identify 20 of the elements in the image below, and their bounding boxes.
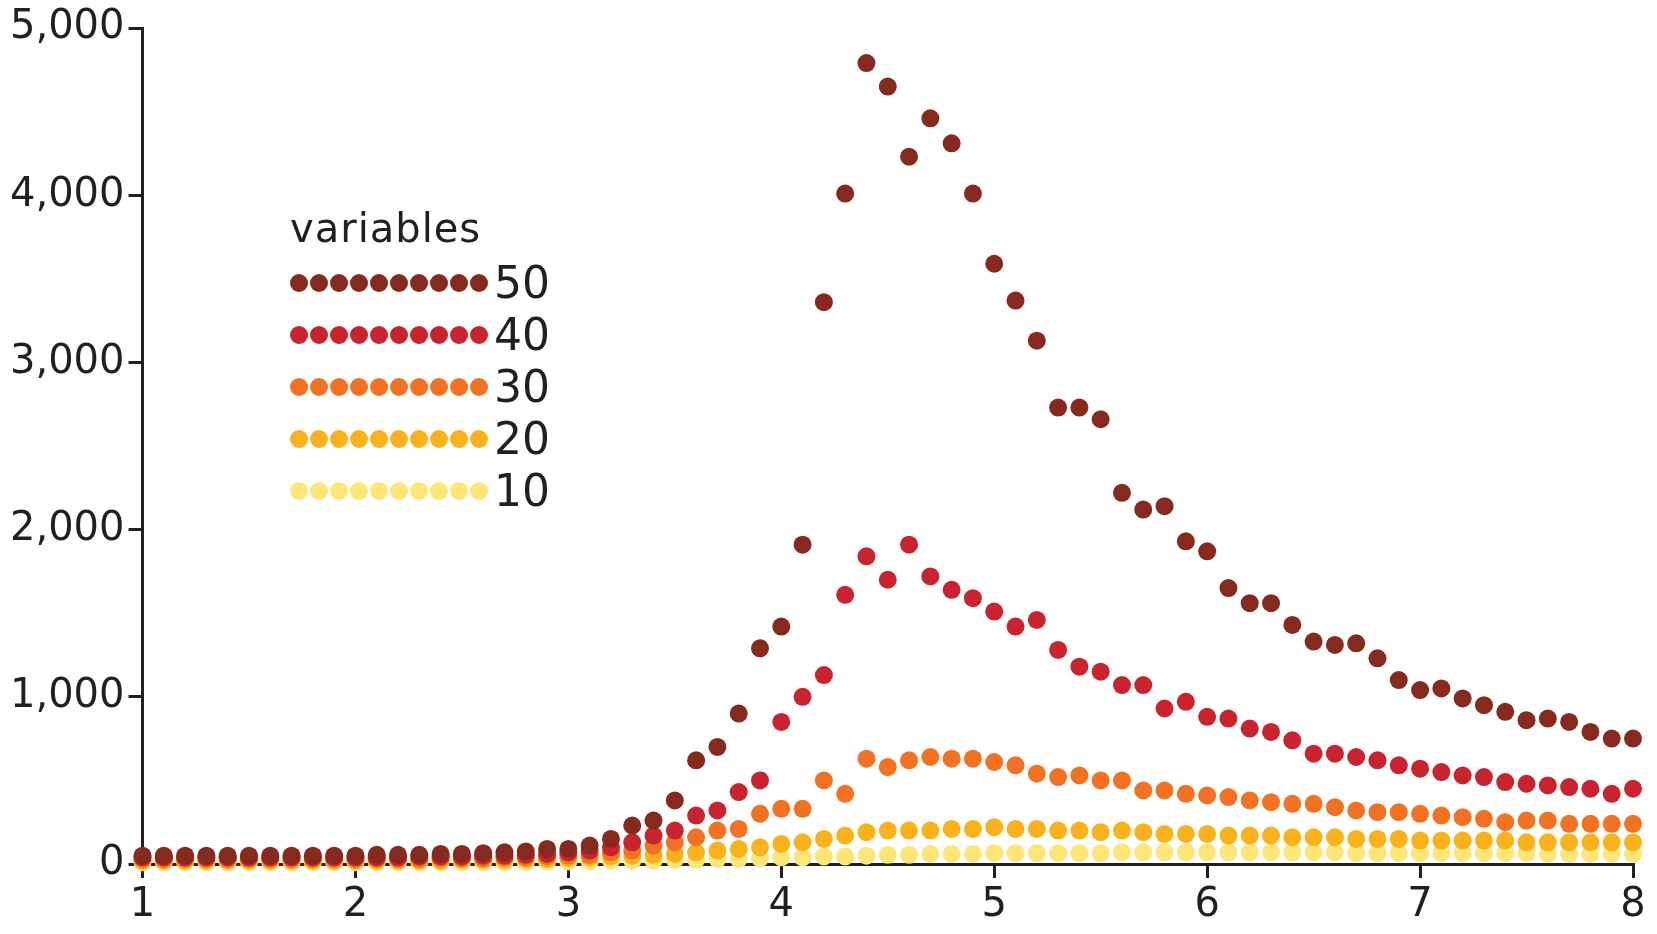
x-tick-label: 1 — [129, 879, 156, 926]
y-tick-label: 5,000 — [10, 1, 125, 48]
legend-label: 40 — [494, 309, 550, 360]
x-tick-label: 5 — [981, 879, 1007, 926]
legend-title: variables — [290, 205, 483, 251]
x-tick-label: 8 — [1620, 879, 1646, 926]
y-tick-label: 2,000 — [10, 502, 125, 549]
legend-label: 10 — [494, 465, 550, 516]
x-tick-label: 4 — [768, 879, 795, 926]
x-tick-label: 2 — [342, 879, 369, 926]
legend-label: 30 — [494, 361, 550, 412]
legend-label: 50 — [494, 257, 550, 308]
y-tick-label: 3,000 — [10, 335, 125, 382]
x-tick-label: 6 — [1194, 879, 1220, 926]
y-tick-label: 4,000 — [10, 168, 125, 215]
y-tick-label: 1,000 — [10, 670, 125, 717]
x-tick-label: 7 — [1407, 879, 1433, 926]
legend-label: 20 — [494, 413, 550, 464]
x-tick-label: 3 — [555, 879, 582, 926]
y-tick-label: 0 — [99, 837, 125, 884]
